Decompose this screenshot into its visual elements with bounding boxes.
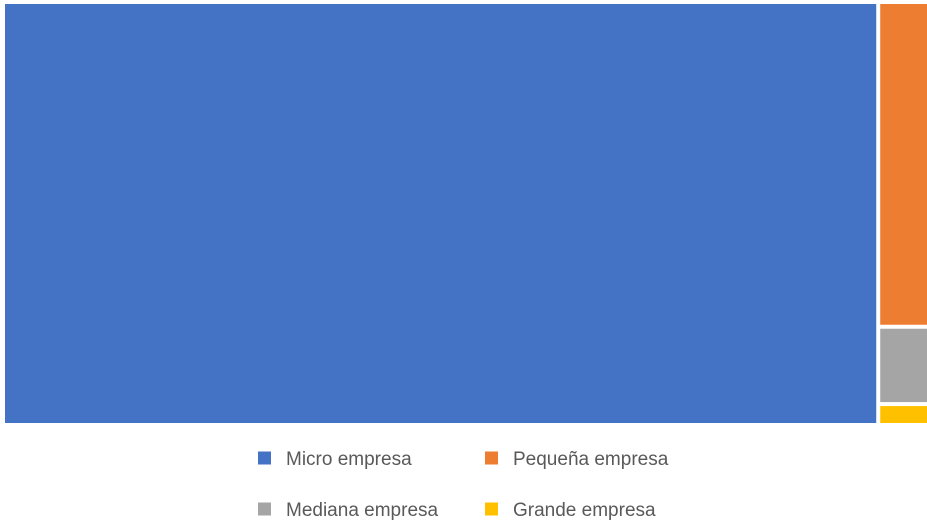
legend: Micro empresa Pequeña empresa Mediana empr… (258, 449, 669, 521)
legend-entry-grande-empresa[interactable]: Grande empresa (485, 500, 656, 521)
treemap-tile-mediana-empresa[interactable] (880, 328, 927, 403)
legend-swatch (258, 451, 271, 465)
treemap-tile-pequena-empresa[interactable] (880, 4, 927, 325)
legend-label: Pequeña empresa (513, 449, 669, 470)
legend-swatch (258, 502, 271, 516)
legend-label: Mediana empresa (286, 500, 439, 521)
legend-swatch (485, 451, 498, 465)
legend-entry-micro-empresa[interactable]: Micro empresa (258, 449, 412, 470)
legend-swatch (485, 502, 498, 516)
plot-area (5, 4, 927, 423)
treemap-tile-grande-empresa[interactable] (880, 406, 927, 423)
treemap-tile-micro-empresa[interactable] (5, 4, 877, 423)
legend-entry-mediana-empresa[interactable]: Mediana empresa (258, 500, 439, 521)
legend-label: Grande empresa (513, 500, 656, 521)
legend-label: Micro empresa (286, 449, 412, 470)
legend-entry-pequena-empresa[interactable]: Pequeña empresa (485, 449, 669, 470)
